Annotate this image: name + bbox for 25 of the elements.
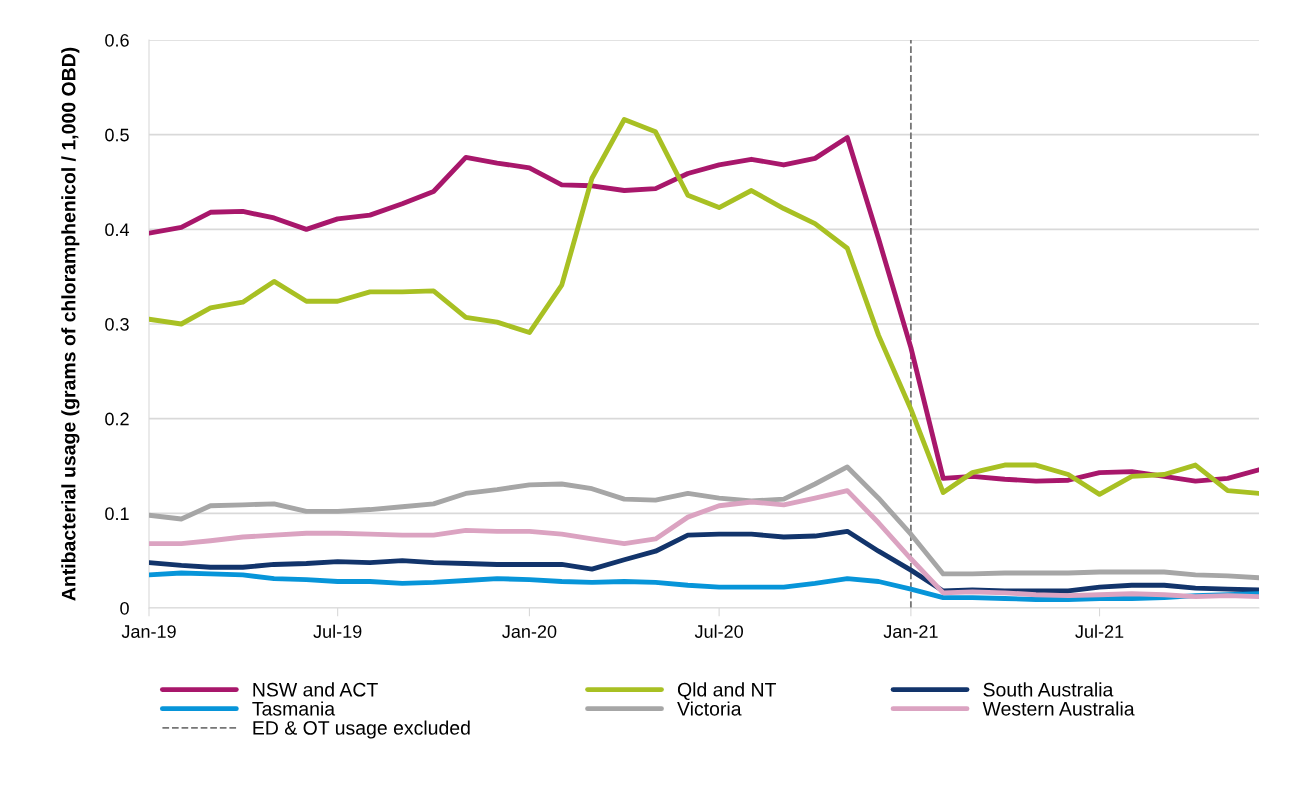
legend-label: Victoria [677,701,742,716]
line-series [149,528,1259,594]
legend-label: South Australia [983,682,1114,697]
y-tick-label: 0 [120,601,129,615]
y-tick-label: 0.4 [105,223,130,237]
x-tick-label: Jan-19 [121,625,176,638]
x-tick-label: Jul-21 [1075,624,1124,638]
x-tick-label: Jul-20 [694,624,743,638]
y-tick-label: 0.1 [105,507,129,521]
y-tick-label: 0.2 [105,412,129,426]
x-tick-label: Jan-20 [502,625,557,638]
legend-label: ED & OT usage excluded [253,720,470,739]
x-tick-label: Jan-21 [883,625,938,638]
legend-label: NSW and ACT [253,682,378,697]
line-series [149,570,1259,602]
y-tick-label: 0.5 [105,128,129,142]
y-tick-label: 0.3 [105,317,129,331]
line-series [149,464,1259,581]
line-series [149,488,1259,600]
legend-label: Western Australia [982,701,1135,716]
legend-label: Qld and NT [677,682,776,701]
y-tick-label: 0.6 [105,33,129,47]
legend-label: Tasmania [252,701,336,716]
x-tick-label: Jul-19 [313,624,362,638]
y-axis-title: Antibacterial usage (grams of chloramphenicol / 1,000 OBD) [61,47,80,601]
